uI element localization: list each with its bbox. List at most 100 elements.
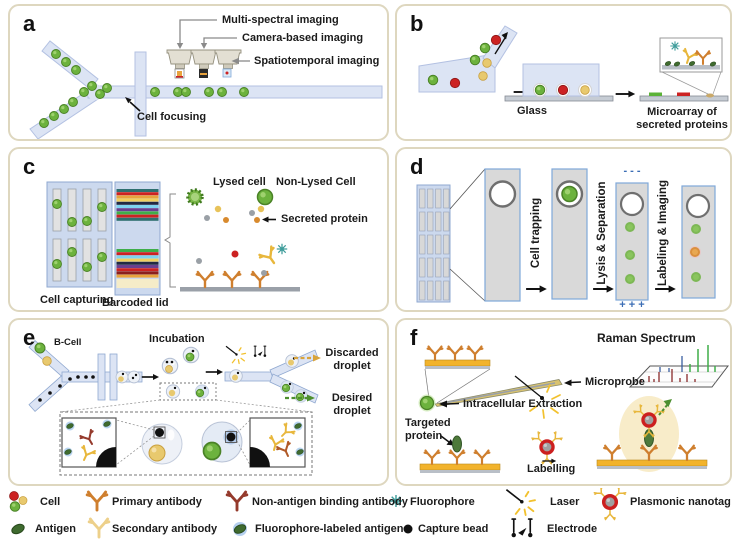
bottom-left-surface: [419, 435, 501, 473]
barcode-stripes-top: [116, 189, 159, 221]
panel-letter-a: a: [23, 11, 36, 36]
barcode-stripes-bottom: [116, 249, 159, 288]
label-lysis-separation: Lysis & Separation: [596, 181, 608, 285]
label-labeling-imaging: Labeling & Imaging: [657, 179, 669, 287]
droplet-detail-right: [201, 421, 243, 463]
assay-surface-group: [180, 243, 300, 292]
legend-icons: [9, 488, 738, 539]
left-inset: [61, 417, 117, 468]
label-b-cell: B-Cell: [54, 337, 82, 348]
label-microprobe: Microprobe: [585, 376, 645, 388]
well-column-3: [615, 182, 649, 301]
lysed-cell-icon: [186, 188, 204, 206]
panel-a-graphic: [29, 19, 383, 139]
label-barcoded-lid: Barcoded lid: [102, 297, 169, 309]
brace: [164, 193, 176, 288]
antigen-icon: [9, 521, 27, 537]
forming-droplets: [115, 370, 141, 384]
panel-e-graphic: [28, 340, 321, 476]
cells-on-chip: [427, 34, 502, 89]
panel-b-graphic: [418, 25, 729, 102]
legend-label-fluorophore: Fluorophore: [410, 496, 475, 508]
incubating-droplets: [159, 346, 217, 401]
zoom-lines: [424, 368, 491, 404]
secondary-antibody-icon: [87, 517, 111, 539]
b-cell-icon: [34, 342, 46, 354]
secreted-protein-arrow: [262, 216, 276, 223]
glass-slide-group: [504, 63, 614, 102]
discarded-droplet-arrow: [294, 354, 321, 362]
legend-label-laser: Laser: [550, 496, 580, 508]
extracted-cell-icon: [419, 395, 435, 411]
panel-e: e B-Cell Incubation Discarded droplet De…: [8, 318, 389, 486]
panel-letter-f: f: [410, 325, 418, 350]
fluorophore-icon: [669, 40, 681, 52]
secreted-protein-dots: [204, 205, 265, 223]
zoom-lines: [449, 168, 486, 302]
step-arrow-2: [614, 89, 637, 99]
panel-letter-d: d: [410, 154, 424, 179]
legend-label-primary-antibody: Primary antibody: [112, 496, 202, 508]
label-camera-based-imaging: Camera-based imaging: [242, 32, 364, 44]
legend-label-antigen: Antigen: [35, 523, 76, 535]
plasmonic-nanotag-icon: [532, 432, 563, 464]
extraction-arrow: [439, 400, 460, 408]
electrode-icon: [510, 518, 534, 539]
desired-droplet-arrow: [285, 394, 315, 402]
label-microarray: Microarray of secreted proteins: [636, 106, 728, 131]
laser-icon: [225, 345, 247, 365]
inset-connectors: [59, 399, 313, 413]
bead-yellow: [42, 356, 52, 366]
label-spatiotemporal-imaging: Spatiotemporal imaging: [254, 55, 380, 67]
panel-letter-b: b: [410, 11, 424, 36]
panel-f-graphic: [418, 345, 730, 473]
non-antigen-binding-antibody-icon: [225, 490, 249, 512]
well-column-2: [551, 168, 588, 300]
fluorophore-labeled-antigen-icon: [232, 522, 248, 536]
retrieval-arrow: [494, 32, 508, 55]
fluorophore-icon: [276, 243, 288, 255]
label-cell-capturing: Cell capturing: [40, 294, 114, 306]
panel-d-graphic: [416, 168, 716, 303]
legend-label-secondary-antibody: Secondary antibody: [112, 523, 218, 535]
legend-label-plasmonic-nanotag: Plasmonic nanotag: [630, 496, 731, 508]
electrode-minus-marks: - - -: [623, 165, 641, 177]
microprobe-rod: [434, 379, 563, 407]
panel-b: b Glass Microarray of secreted proteins: [395, 4, 732, 141]
label-multi-spectral-imaging: Multi-spectral imaging: [222, 14, 339, 26]
label-targeted-protein: Targeted protein: [405, 417, 451, 442]
magnified-inset-box: [59, 411, 313, 476]
label-cell-trapping: Cell trapping: [530, 197, 542, 269]
capture-bead-icon: [403, 524, 413, 534]
well-column-1: [484, 168, 521, 302]
electrode-icon: [253, 345, 267, 358]
plasmonic-nanotag-icon: [594, 488, 626, 520]
laser-excitation: [514, 375, 561, 419]
label-glass: Glass: [517, 105, 547, 117]
microscope-objective-icons: [166, 49, 242, 79]
raman-spectrum-plot: [628, 345, 730, 388]
top-capture-surface: [424, 345, 491, 369]
label-raman-spectrum: Raman Spectrum: [597, 331, 696, 345]
well-column-4: [681, 185, 716, 299]
sorted-droplets: [229, 354, 308, 403]
label-non-lysed-cell: Non-Lysed Cell: [276, 176, 356, 188]
step-arrow: [140, 373, 160, 381]
panel-letter-c: c: [23, 154, 36, 179]
legend-label-non-antigen-binding-antibody: Non-antigen binding antibody: [252, 496, 408, 508]
cell-icon: [9, 491, 28, 512]
label-lysed-cell: Lysed cell: [213, 176, 266, 188]
label-discarded-droplet: Discarded droplet: [325, 347, 379, 372]
label-labelling: Labelling: [527, 463, 576, 475]
raman-series-blue: [659, 356, 683, 372]
microarray-group: [639, 37, 729, 102]
legend-label-cell: Cell: [40, 496, 61, 508]
panel-c: c Lysed cell Non-Lysed Cell Secreted pro…: [8, 147, 389, 312]
bead-zoom-connectors: [115, 419, 251, 466]
panel-a: a Multi-spectral imaging Camera-based im…: [8, 4, 389, 141]
capture-bead-dots: [38, 375, 95, 402]
label-cell-focusing: Cell focusing: [137, 111, 207, 123]
label-connector-arrows: [176, 19, 250, 65]
droplet-detail-left: [141, 423, 183, 465]
